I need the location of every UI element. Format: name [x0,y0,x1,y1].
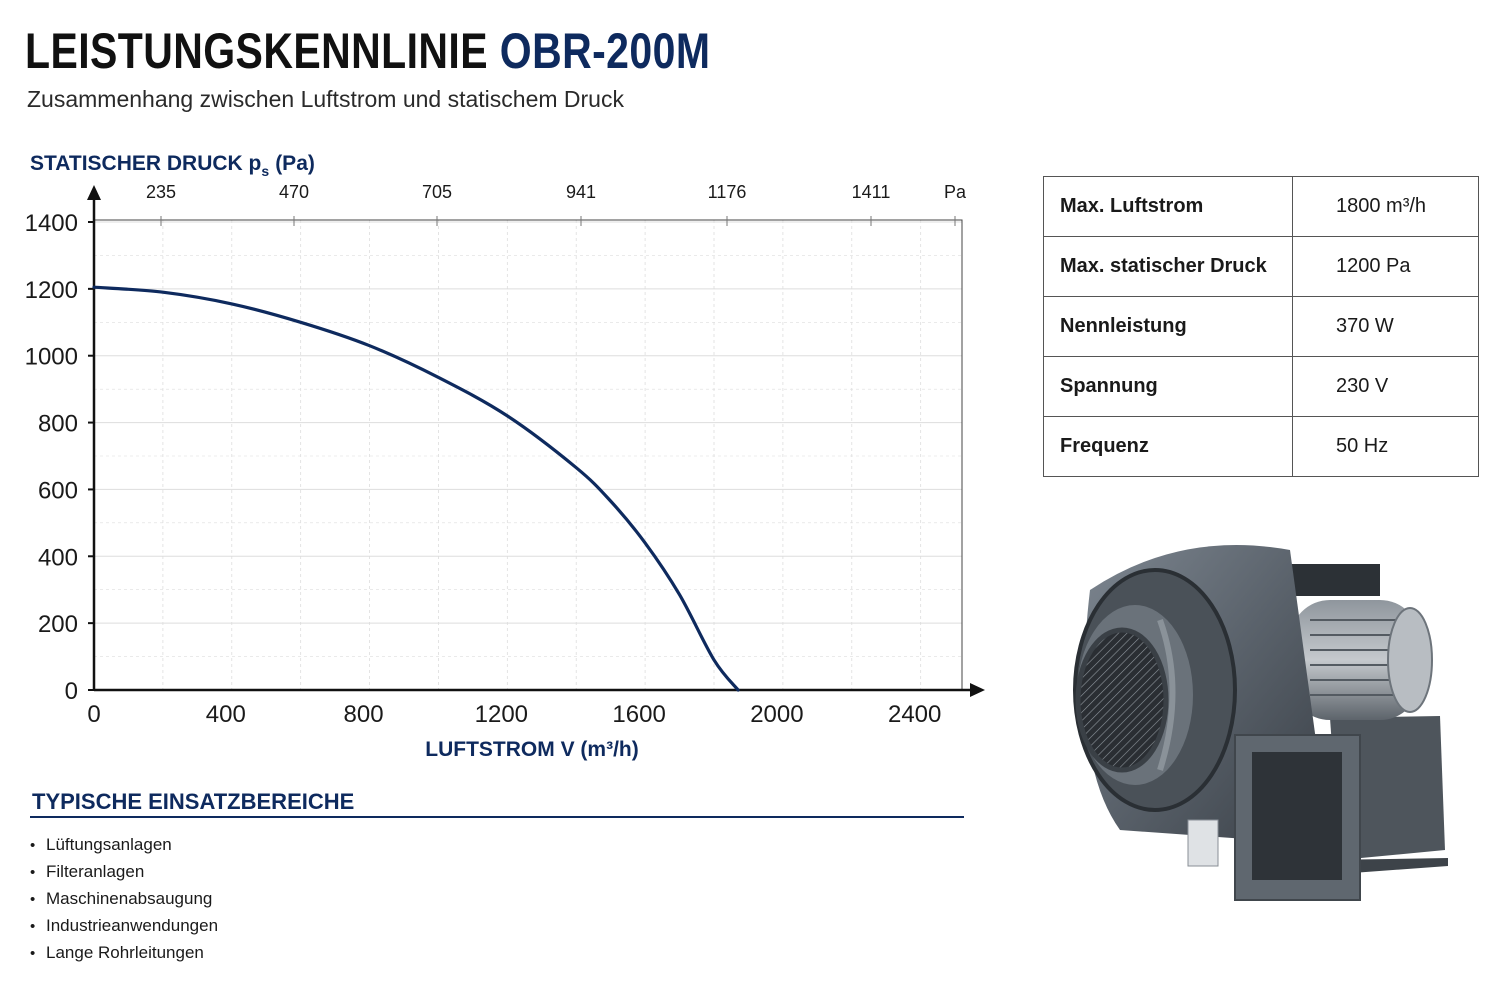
y-axis-label-sub: s [261,163,269,179]
page-title: LEISTUNGSKENNLINIE OBR-200M [25,22,861,80]
y-axis-label: STATISCHER DRUCK p [30,152,261,175]
y-tick-label: 1400 [25,210,78,237]
spec-value: 230 V [1292,356,1479,417]
spec-label: Spannung [1043,356,1293,417]
list-item: Lange Rohrleitungen [30,942,218,969]
list-item: Filteranlagen [30,861,218,888]
y-tick-label: 0 [65,678,78,705]
spec-row: Max. statischer Druck 1200 Pa [1043,236,1479,297]
y-tick-label: 1000 [25,344,78,371]
centrifugal-fan-icon [1073,545,1448,901]
spec-row: Nennleistung 370 W [1043,296,1479,357]
x-tick-label: 1600 [612,701,665,728]
spec-value: 1800 m³/h [1292,176,1479,237]
chart-ticks: 0 200 400 600 800 1000 1200 1400 0 400 800 1200 1600… [25,182,967,728]
x-tick-label: 2000 [750,701,803,728]
x-tick-label: 1200 [475,701,528,728]
y-tick-label: 800 [38,411,78,438]
y-axis-label-unit: (Pa) [275,152,315,175]
spec-row: Frequenz 50 Hz [1043,416,1479,477]
plot-frame [93,219,963,691]
uses-divider [30,816,964,818]
x-tick-label: 800 [344,701,384,728]
title-model: OBR-200M [499,23,711,79]
spec-value: 1200 Pa [1292,236,1479,297]
x-tick-label: 400 [206,701,246,728]
y-axis-arrow [87,185,101,200]
chart-series [92,285,740,692]
chart-axes [87,185,985,697]
list-item: Maschinenabsaugung [30,888,218,915]
top-tick-label: 941 [566,182,596,202]
chart-grid [93,219,963,691]
y-tick-label: 200 [38,611,78,638]
top-tick-label: 705 [422,182,452,202]
performance-chart: 0 200 400 600 800 1000 1200 1400 0 400 800 1200 1600… [25,152,985,761]
x-tick-label: 2400 [888,701,941,728]
top-tick-label: 470 [279,182,309,202]
y-tick-label: 600 [38,477,78,504]
page-subtitle: Zusammenhang zwischen Luftstrom und stat… [27,86,624,112]
spec-row: Spannung 230 V [1043,356,1479,417]
spec-label: Frequenz [1043,416,1293,477]
x-tick-label: 0 [87,701,100,728]
list-item: Industrieanwendungen [30,915,218,942]
spec-label: Nennleistung [1043,296,1293,357]
spec-label: Max. statischer Druck [1043,236,1293,297]
x-axis-arrow [970,683,985,697]
spec-table: Max. Luftstrom 1800 m³/h Max. statischer … [1043,176,1479,477]
list-item: Lüftungsanlagen [30,834,218,861]
top-tick-label: Pa [944,182,967,202]
title-main: LEISTUNGSKENNLINIE [25,23,488,79]
y-tick-label: 400 [38,544,78,571]
top-tick-label: 1411 [852,182,891,202]
uses-heading: TYPISCHE EINSATZBEREICHE [32,789,355,814]
y-tick-label: 1200 [25,277,78,304]
spec-row: Max. Luftstrom 1800 m³/h [1043,176,1479,237]
top-tick-label: 1176 [708,182,747,202]
y-axis-title: STATISCHER DRUCK ps (Pa) [30,152,315,179]
series-line [92,285,740,692]
uses-list: Lüftungsanlagen Filteranlagen Maschinena… [30,834,218,969]
spec-value: 50 Hz [1292,416,1479,477]
spec-label: Max. Luftstrom [1043,176,1293,237]
x-axis-title: LUFTSTROM V (m³/h) [425,738,638,761]
spec-value: 370 W [1292,296,1479,357]
top-tick-label: 235 [146,182,176,202]
